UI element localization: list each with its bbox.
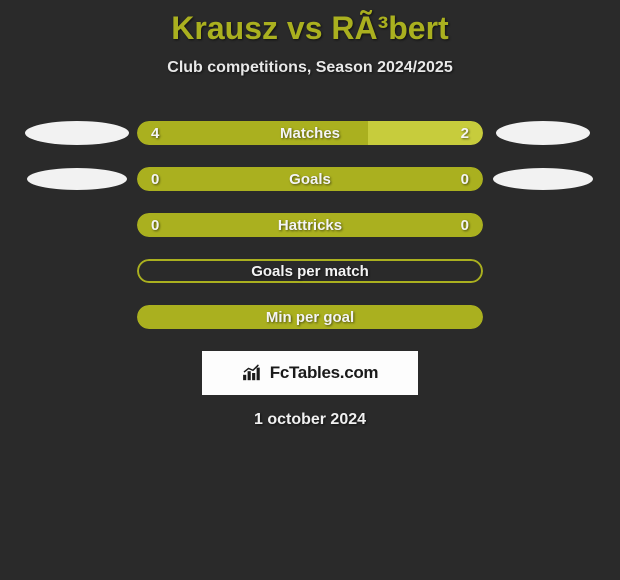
stat-bar: 0 Goals 0 xyxy=(137,167,483,191)
stat-row: Min per goal xyxy=(0,305,620,329)
stat-value-right: 0 xyxy=(461,217,469,234)
player-right-marker xyxy=(496,121,590,145)
right-slot xyxy=(483,121,603,145)
logo-text: FcTables.com xyxy=(270,363,379,383)
stat-bar: 4 Matches 2 xyxy=(137,121,483,145)
player-left-marker xyxy=(27,168,127,190)
stat-label: Goals per match xyxy=(251,263,369,280)
stat-label: Matches xyxy=(280,125,340,142)
stat-row: 0 Hattricks 0 xyxy=(0,213,620,237)
chart-icon xyxy=(242,364,264,382)
stat-value-left: 0 xyxy=(151,217,159,234)
left-slot xyxy=(17,121,137,145)
player-right-marker xyxy=(493,168,593,190)
page-title: Krausz vs RÃ³bert xyxy=(0,0,620,47)
stat-value-left: 4 xyxy=(151,125,159,142)
stat-row: 4 Matches 2 xyxy=(0,121,620,145)
stat-row: Goals per match xyxy=(0,259,620,283)
stat-value-right: 0 xyxy=(461,171,469,188)
stat-bar: Goals per match xyxy=(137,259,483,283)
stat-value-left: 0 xyxy=(151,171,159,188)
stat-label: Min per goal xyxy=(266,309,354,326)
left-slot xyxy=(17,168,137,190)
stat-bar: Min per goal xyxy=(137,305,483,329)
date-label: 1 october 2024 xyxy=(0,411,620,429)
subtitle: Club competitions, Season 2024/2025 xyxy=(0,59,620,77)
right-slot xyxy=(483,168,603,190)
player-left-marker xyxy=(25,121,129,145)
stat-label: Goals xyxy=(289,171,331,188)
stat-value-right: 2 xyxy=(461,125,469,142)
stat-bar: 0 Hattricks 0 xyxy=(137,213,483,237)
stat-label: Hattricks xyxy=(278,217,342,234)
stats-container: 4 Matches 2 0 Goals 0 0 Hattricks 0 Goals per mat… xyxy=(0,121,620,329)
logo-box[interactable]: FcTables.com xyxy=(202,351,418,395)
stat-row: 0 Goals 0 xyxy=(0,167,620,191)
